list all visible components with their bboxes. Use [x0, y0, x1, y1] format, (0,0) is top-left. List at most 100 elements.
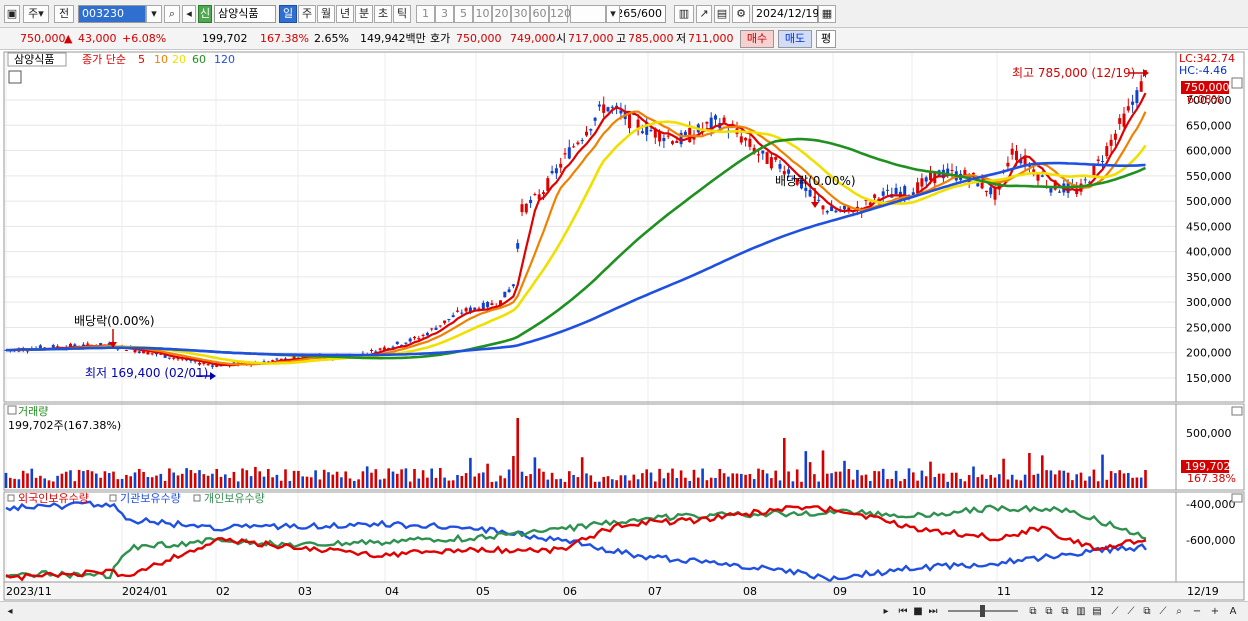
period-spinner[interactable]	[570, 5, 606, 23]
price-tick: 300,000	[1186, 296, 1232, 309]
low-note: 최저 169,400 (02/01)	[85, 366, 208, 380]
up-arrow-icon: ▲	[64, 32, 73, 45]
forward-icon[interactable]: ⏭	[928, 606, 938, 617]
chart-canvas[interactable]: 700,000 650,000 600,000 550,000 500,000 450,0…	[0, 50, 1248, 602]
period-tab-4[interactable]: 분	[355, 5, 373, 23]
zoom-search-icon[interactable]: ⌕	[1176, 606, 1182, 617]
ma-legend-120: 120	[214, 53, 235, 66]
minute-button-3[interactable]: 3	[435, 5, 454, 23]
period-tab-6[interactable]: 틱	[393, 5, 411, 23]
hc-label: HC:-4.46	[1179, 64, 1227, 77]
market-select[interactable]: 주▾	[23, 5, 49, 23]
x-axis-label: 02	[216, 585, 230, 598]
tool-icon-3[interactable]: ⧉	[1143, 606, 1151, 617]
minute-button-20[interactable]: 20	[492, 5, 511, 23]
minute-button-30[interactable]: 30	[511, 5, 530, 23]
save-icon[interactable]: ▤	[714, 5, 730, 23]
tool-icon-4[interactable]: ⟋	[1159, 606, 1167, 617]
open-price: 717,000	[568, 32, 614, 45]
search-icon[interactable]: ⌕	[164, 5, 180, 23]
minute-button-60[interactable]: 60	[530, 5, 549, 23]
holdings-legend-1: 기관보유수량	[120, 492, 181, 505]
zoom-slider-thumb[interactable]	[980, 605, 985, 617]
price-tick: 600,000	[1186, 145, 1232, 158]
period-tab-5[interactable]: 초	[374, 5, 392, 23]
spinner-chevron-icon[interactable]: ▾	[606, 5, 620, 23]
view-icon-2[interactable]: ⧉	[1045, 606, 1053, 617]
view-icon-3[interactable]: ⧉	[1061, 606, 1069, 617]
volume-tick: 500,000	[1186, 427, 1232, 440]
stock-tag: 삼양식품	[14, 53, 54, 66]
volume-bars	[4, 418, 1147, 488]
period-tab-2[interactable]: 월	[317, 5, 335, 23]
ma-label: 종가 단순	[82, 53, 126, 66]
draw-icon[interactable]: ↗	[696, 5, 712, 23]
stock-name-field: 삼양식품	[214, 5, 276, 23]
price-tick: 350,000	[1186, 271, 1232, 284]
view-icon-5[interactable]: ▤	[1092, 606, 1102, 617]
tool-icon-2[interactable]: ⟋	[1127, 606, 1135, 617]
minute-button-5[interactable]: 5	[454, 5, 473, 23]
price-tick: 650,000	[1186, 119, 1232, 132]
bid-price: 749,000	[510, 32, 556, 45]
holdings-lines	[5, 500, 1147, 583]
speaker-icon[interactable]: ◂	[182, 5, 196, 23]
minute-button-120[interactable]: 120	[549, 5, 571, 23]
view-icon-1[interactable]: ⧉	[1029, 606, 1037, 617]
zoom-in-icon[interactable]: +	[1210, 606, 1220, 617]
zoom-out-icon[interactable]: −	[1192, 606, 1202, 617]
chart-area[interactable]: 700,000 650,000 600,000 550,000 500,000 450,0…	[0, 50, 1248, 602]
view-icon-4[interactable]: ▥	[1076, 606, 1086, 617]
eval-button[interactable]: 평	[816, 30, 836, 48]
scroll-left-icon[interactable]: ◂	[7, 606, 13, 617]
font-size-icon[interactable]: A	[1229, 606, 1237, 617]
chart-scroll-bar[interactable]: ◂ ▸ ⏮ ■ ⏭ ⧉ ⧉ ⧉ ▥ ▤ ⟋ ⟋ ⧉ ⟋ ⌕ − + A	[0, 601, 1248, 621]
x-axis-label: 11	[997, 585, 1011, 598]
turnover: 2.65%	[314, 32, 349, 45]
grid-toggle-icon[interactable]	[8, 70, 22, 84]
x-axis-label: 09	[833, 585, 847, 598]
chevron-down-icon[interactable]: ▾	[146, 5, 162, 23]
tool-icon-1[interactable]: ⟋	[1111, 606, 1119, 617]
bar-count-field[interactable]: 265/600	[608, 5, 666, 23]
volume-title: 거래량	[18, 405, 48, 418]
sell-button[interactable]: 매도	[778, 30, 812, 48]
period-tab-1[interactable]: 주	[298, 5, 316, 23]
chart-type-icon[interactable]: ▥	[674, 5, 694, 23]
quote-bar: 750,000 ▲ 43,000 +6.08% 199,702 167.38% …	[0, 28, 1248, 50]
lc-label: LC:342.74	[1179, 52, 1235, 65]
period-tab-0[interactable]: 일	[279, 5, 297, 23]
gear-icon[interactable]: ⚙	[732, 5, 750, 23]
minute-button-1[interactable]: 1	[416, 5, 435, 23]
high-arrow-icon	[1143, 69, 1149, 77]
price-tick: 400,000	[1186, 246, 1232, 259]
price-tick: 500,000	[1186, 195, 1232, 208]
holdings-legend-0: 외국인보유수량	[18, 492, 89, 505]
high-price: 785,000	[628, 32, 674, 45]
buy-button[interactable]: 매수	[740, 30, 774, 48]
stock-code-input[interactable]: 003230	[78, 5, 146, 23]
period-tab-3[interactable]: 년	[336, 5, 354, 23]
stop-icon[interactable]: ■	[913, 606, 923, 617]
last-price-value: 750,000	[1184, 81, 1230, 94]
price-tick: 150,000	[1186, 372, 1232, 385]
x-axis-label: 10	[912, 585, 926, 598]
low-label: 저	[676, 32, 687, 45]
x-axis-label: 2023/11	[6, 585, 52, 598]
dividend-note-1: 배당락(0.00%)	[74, 314, 155, 328]
window-icon[interactable]: ▣	[4, 5, 20, 23]
volume-last-pct: 167.38%	[1187, 472, 1236, 485]
price-tick: 450,000	[1186, 220, 1232, 233]
open-label: 시	[556, 32, 567, 45]
scroll-right-icon[interactable]: ▸	[883, 606, 889, 617]
prev-button[interactable]: 전	[54, 5, 74, 23]
toolbar: ▣ 주▾ 전 003230 ▾ ⌕ ◂ 신 삼양식품 265/600 ▥ ↗ ▤…	[0, 0, 1248, 28]
holdings-tick-2: -600,000	[1186, 534, 1235, 547]
minute-button-10[interactable]: 10	[473, 5, 492, 23]
calendar-icon[interactable]: ▦	[818, 5, 836, 23]
last-price-tag	[1181, 81, 1229, 94]
rewind-icon[interactable]: ⏮	[898, 606, 908, 617]
x-axis-label: 05	[476, 585, 490, 598]
x-axis-label: 2024/01	[122, 585, 168, 598]
date-field[interactable]: 2024/12/19	[752, 5, 819, 23]
